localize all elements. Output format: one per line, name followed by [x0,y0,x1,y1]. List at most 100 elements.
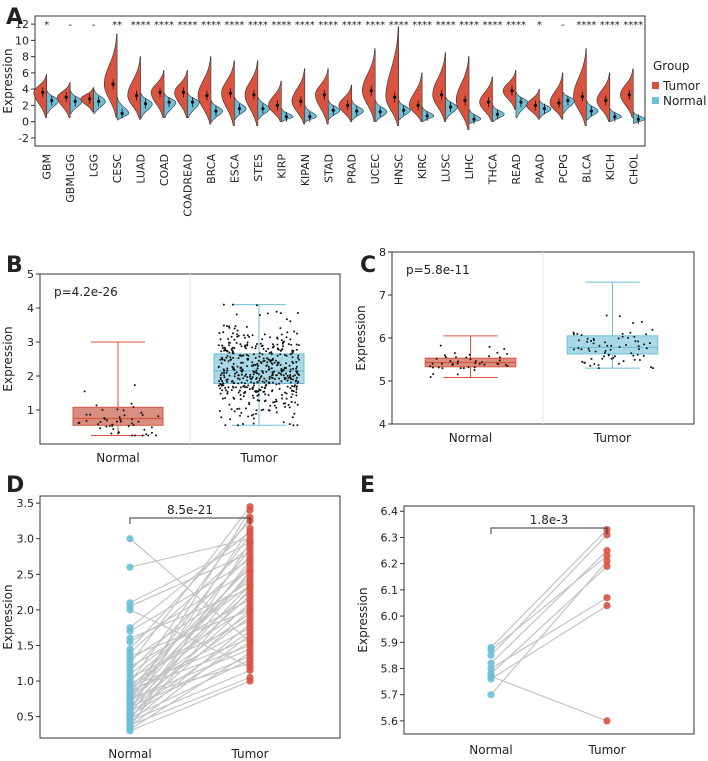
panel-b-point [277,371,280,374]
panel-b-point [272,345,275,348]
panel-c-point [429,365,432,368]
violin-tumor [268,80,282,122]
panel-c-point [637,345,640,348]
panel-b-point [240,366,243,369]
panel-b-point [230,389,233,392]
panel-b-point [231,380,234,383]
panel-b-point [236,424,239,427]
panel-c-point [481,361,483,364]
panel-b-point [252,413,255,416]
panel-b-point [240,361,242,364]
violin-tumor [291,68,306,125]
panel-b-point [99,421,102,423]
panel-b-point [236,365,239,368]
panel-c-point [432,373,435,375]
panel-b-point [265,370,268,373]
panel-b-point [251,376,254,378]
panel-b-point [291,385,293,387]
panel-b-point [236,333,238,336]
panel-d-tumor-point [246,513,254,521]
panel-b-point [242,423,245,425]
panel-c-point [459,367,462,370]
panel-c-point [580,334,583,336]
significance-label: **** [224,20,244,31]
panel-b-point [256,381,259,384]
panel-b-point [233,382,236,384]
panel-b-point [295,388,298,391]
y-tick-label: 7 [379,289,386,302]
panel-b-point [288,364,291,367]
category-label: BRCA [205,154,218,184]
panel-b-point [234,372,236,375]
panel-b-point [231,346,234,349]
panel-b-point [256,399,259,402]
median-marker-tumor [299,99,303,103]
panel-b-point [223,374,225,377]
significance-label: **** [248,20,268,31]
significance-label: **** [131,20,151,31]
panel-b-point [241,369,243,372]
panel-b-point [119,420,122,423]
panel-b-point [275,398,278,401]
panel-b-point [150,426,153,429]
panel-b-point [275,359,278,362]
panel-c-point [618,362,620,365]
panel-b-point [272,381,274,384]
category-label: PRAD [346,154,359,184]
panel-c-point [467,366,470,369]
panel-c-point [451,363,454,366]
panel-e-tumor-point [603,557,611,565]
panel-b-point [252,353,255,356]
panel-b-point [270,352,273,355]
panel-d-tumor-point [246,592,254,600]
significance-label: ** [112,20,122,31]
panel-c-point [638,359,641,361]
median-marker-normal [613,115,617,119]
category-label: KIPAN [299,154,312,186]
panel-b-point [219,358,222,361]
panel-b-point [259,389,262,392]
panel-d-normal-point [126,535,134,543]
panel-c-point [613,355,616,358]
panel-b-point [258,314,261,317]
panel-b-point [226,369,229,372]
panel-b-point [263,377,266,380]
panel-b-point [230,358,233,361]
panel-b-point [253,417,255,420]
panel-c-point [576,333,579,335]
panel-c-point [580,348,583,351]
panel-d-normal-point [126,563,134,571]
median-marker-tumor [486,100,491,104]
panel-b-point [99,427,102,430]
panel-b-point [229,356,232,359]
panel-b-point [225,356,228,359]
panel-e-pair-line [490,555,608,651]
panel-b-point [105,425,108,428]
panel-b-point [227,386,230,389]
median-marker-tumor [322,93,326,97]
y-tick-label: 6.3 [381,531,399,544]
panel-c-point [497,363,500,366]
panel-b-point [83,390,86,393]
violin-tumor [221,60,235,127]
panel-b-point [226,390,229,393]
significance-label: **** [178,20,198,31]
median-marker-tumor [393,95,397,99]
panel-b-point [262,357,265,360]
panel-b-point [255,377,258,380]
panel-b-point [297,357,299,359]
panel-b-point [286,374,289,377]
significance-label: - [561,20,565,31]
panel-b-point [237,382,240,385]
y-tick-label: 6 [22,67,29,80]
panel-b-point [266,312,269,315]
panel-b-point [259,342,262,345]
panel-b-point [298,358,301,361]
violin-tumor [197,56,212,125]
panel-b-point [132,424,135,426]
panel-b-point [275,406,278,409]
violin-tumor [385,26,399,127]
panel-d-pair-line [129,538,251,643]
panel-b-point [255,369,258,372]
panel-c-point [587,347,590,350]
